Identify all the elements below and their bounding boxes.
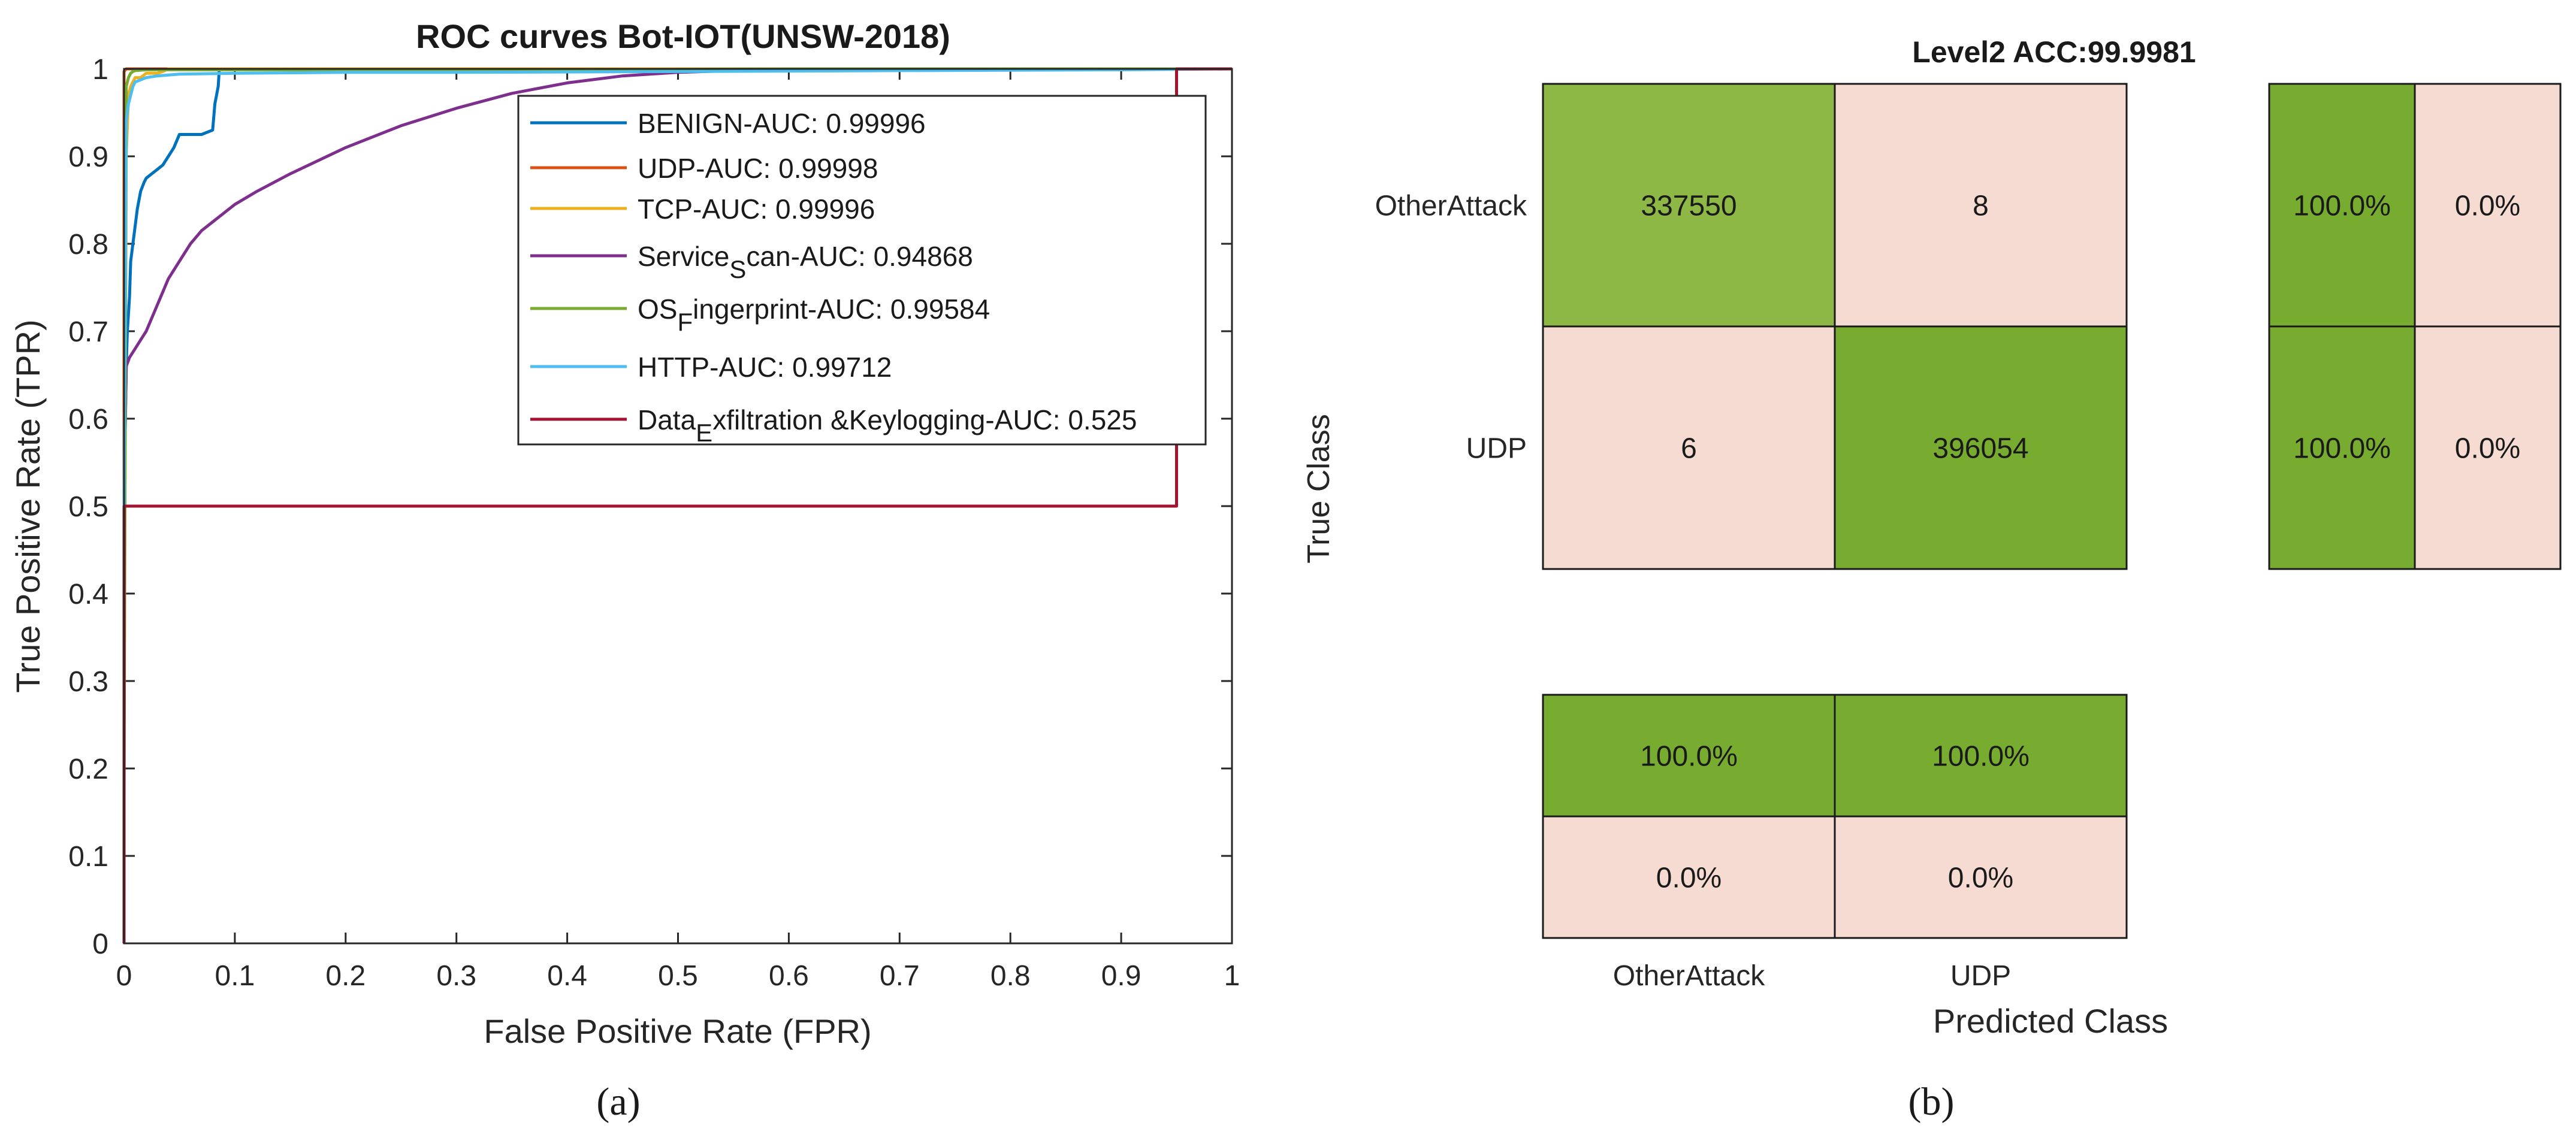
cm-row-label: OtherAttack (1375, 190, 1527, 222)
cm-cell (1834, 325, 2128, 570)
roc-xtick-label: 0.7 (880, 960, 920, 992)
cm-column-summary-cell (1542, 815, 1836, 939)
roc-ticks: 0 0.1 0.2 0.3 0.4 0.5 0.6 0.7 0.8 0.9 1 0 0.1 0.2 0.3 0… (68, 54, 1240, 992)
cm-ylabel: True Class (1301, 414, 1336, 563)
cm-row-summary-cell (2268, 325, 2416, 570)
cm-row-summary-value: 100.0% (2293, 190, 2391, 222)
roc-ytick-label: 0.1 (68, 841, 108, 873)
roc-legend-box (517, 95, 1207, 446)
panel-label-a: (a) (596, 1080, 640, 1124)
cm-row-summary-cell (2414, 325, 2562, 570)
cm-row-summary-value: 100.0% (2293, 433, 2391, 465)
roc-xtick-label: 0.4 (547, 960, 587, 992)
roc-ytick-label: 0.8 (68, 229, 108, 261)
roc-chart: ROC curves Bot-IOT(UNSW-2018) 0 0.1 0.2 0.3… (9, 17, 1240, 1050)
cm-row-label: UDP (1466, 433, 1527, 465)
cm-column-summary: 100.0% 100.0% 0.0% 0.0% (1542, 694, 2128, 939)
cm-cell-value: 396054 (1932, 433, 2028, 465)
roc-ytick-label: 1 (92, 54, 108, 86)
cm-cell (1834, 83, 2128, 328)
cm-column-label: OtherAttack (1613, 960, 1765, 992)
roc-xtick-label: 0.3 (436, 960, 476, 992)
roc-series-line-5 (122, 67, 1233, 507)
roc-ytick-label: 0.7 (68, 316, 108, 348)
cm-column-summary-value: 0.0% (1656, 862, 1722, 894)
cm-row-summary-value: 0.0% (2455, 190, 2520, 222)
cm-title: Level2 ACC:99.9981 (1912, 35, 2196, 69)
cm-column-label: UDP (1950, 960, 2011, 992)
confusion-matrix: Level2 ACC:99.9981 337550 8 6 396054 100.0%… (1301, 35, 2562, 1040)
roc-xtick-label: 0.2 (325, 960, 366, 992)
roc-ytick-label: 0 (92, 928, 108, 960)
cm-column-summary-value: 100.0% (1640, 741, 1738, 773)
roc-xtick-label: 0.6 (769, 960, 809, 992)
roc-legend-label: BENIGN-AUC: 0.99996 (638, 108, 926, 139)
roc-ytick-label: 0.2 (68, 753, 108, 785)
roc-xtick-label: 0.8 (990, 960, 1031, 992)
cm-cell (1542, 325, 1836, 570)
roc-xtick-label: 0.5 (658, 960, 698, 992)
roc-ytick-label: 0.9 (68, 141, 108, 173)
cm-cell (1542, 83, 1836, 328)
roc-ylabel: True Positive Rate (TPR) (9, 319, 47, 692)
cm-row-summary-value: 0.0% (2455, 433, 2520, 465)
cm-column-summary-value: 100.0% (1932, 741, 2030, 773)
cm-main-matrix: 337550 8 6 396054 (1542, 83, 2128, 570)
panel-label-b: (b) (1908, 1080, 1955, 1124)
cm-row-summary-cell (2414, 83, 2562, 328)
roc-ytick-label: 0.5 (68, 491, 108, 523)
cm-cell-value: 337550 (1641, 190, 1737, 222)
roc-xlabel: False Positive Rate (FPR) (484, 1012, 871, 1050)
roc-legend: BENIGN-AUC: 0.99996 UDP-AUC: 0.99998 TCP-A… (517, 95, 1207, 447)
roc-legend-label: DataExfiltration &Keylogging-AUC: 0.525 (638, 404, 1137, 447)
roc-ytick-label: 0.3 (68, 666, 108, 698)
cm-column-summary-value: 0.0% (1948, 862, 2013, 894)
roc-xtick-label: 0.1 (215, 960, 255, 992)
roc-legend-label: ServiceScan-AUC: 0.94868 (638, 241, 973, 283)
roc-title: ROC curves Bot-IOT(UNSW-2018) (416, 17, 950, 55)
cm-cell-value: 8 (1973, 190, 1989, 222)
roc-legend-label: UDP-AUC: 0.99998 (638, 153, 878, 184)
roc-series-line-3 (122, 67, 1232, 507)
cm-column-summary-cell (1834, 815, 2128, 939)
cm-class-labels: OtherAttack OtherAttack UDP UDP (1375, 190, 2012, 992)
cm-cell-value: 6 (1681, 433, 1697, 465)
roc-series-line-2 (122, 67, 1232, 725)
roc-xtick-label: 0.9 (1101, 960, 1141, 992)
roc-legend-label: OSFingerprint-AUC: 0.99584 (638, 293, 990, 336)
roc-ytick-label: 0.4 (68, 579, 108, 610)
cm-xlabel: Predicted Class (1933, 1002, 2168, 1040)
roc-ytick-label: 0.6 (68, 404, 108, 435)
roc-xtick-label: 1 (1224, 960, 1240, 992)
cm-column-summary-cell (1542, 694, 1836, 818)
roc-xtick-label: 0 (116, 960, 132, 992)
cm-row-summary: 100.0% 0.0% 100.0% 0.0% (2268, 83, 2562, 570)
roc-axes-box (123, 68, 1233, 945)
cm-column-summary-cell (1834, 694, 2128, 818)
roc-legend-label: HTTP-AUC: 0.99712 (638, 352, 892, 383)
roc-series-line-0 (122, 67, 1232, 507)
roc-legend-label: TCP-AUC: 0.99996 (638, 193, 875, 225)
